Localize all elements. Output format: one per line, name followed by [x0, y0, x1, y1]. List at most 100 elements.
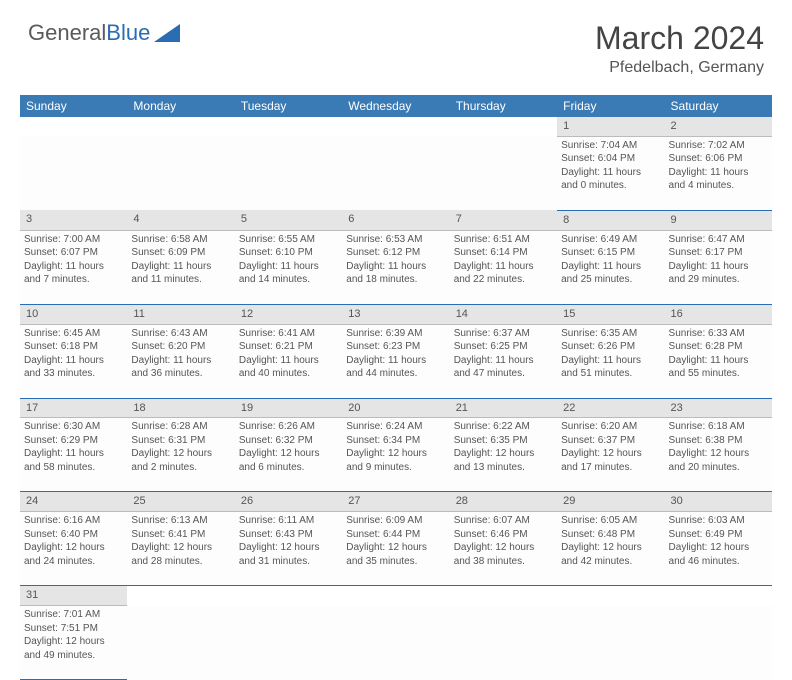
sunrise-line: Sunrise: 6:58 AM [131, 233, 230, 247]
day-cell: Sunrise: 6:09 AMSunset: 6:44 PMDaylight:… [342, 512, 449, 586]
daynum-row: 31 [20, 586, 772, 606]
daylight-line-1: Daylight: 11 hours [131, 354, 230, 368]
daylight-line-1: Daylight: 12 hours [131, 541, 230, 555]
sunrise-line: Sunrise: 6:47 AM [669, 233, 768, 247]
sunrise-line: Sunrise: 6:53 AM [346, 233, 445, 247]
day-cell: Sunrise: 6:20 AMSunset: 6:37 PMDaylight:… [557, 418, 664, 492]
day-cell: Sunrise: 7:04 AMSunset: 6:04 PMDaylight:… [557, 136, 664, 210]
day-number-cell [235, 117, 342, 136]
day-number-cell [235, 586, 342, 606]
sunset-line: Sunset: 6:43 PM [239, 528, 338, 542]
daylight-line-2: and 42 minutes. [561, 555, 660, 569]
daylight-line-2: and 36 minutes. [131, 367, 230, 381]
day-number-cell: 2 [665, 117, 772, 136]
day-cell: Sunrise: 6:24 AMSunset: 6:34 PMDaylight:… [342, 418, 449, 492]
sunset-line: Sunset: 6:17 PM [669, 246, 768, 260]
daylight-line-2: and 14 minutes. [239, 273, 338, 287]
day-number-cell: 9 [665, 210, 772, 230]
daylight-line-1: Daylight: 12 hours [346, 541, 445, 555]
sunrise-line: Sunrise: 6:37 AM [454, 327, 553, 341]
day-cell [450, 606, 557, 680]
day-number-cell: 1 [557, 117, 664, 136]
location: Pfedelbach, Germany [595, 59, 764, 77]
day-number-cell: 16 [665, 304, 772, 324]
sunset-line: Sunset: 6:44 PM [346, 528, 445, 542]
day-number-cell: 24 [20, 492, 127, 512]
day-cell: Sunrise: 6:18 AMSunset: 6:38 PMDaylight:… [665, 418, 772, 492]
day-number-cell: 6 [342, 210, 449, 230]
sunrise-line: Sunrise: 6:05 AM [561, 514, 660, 528]
sunset-line: Sunset: 6:09 PM [131, 246, 230, 260]
day-cell: Sunrise: 6:51 AMSunset: 6:14 PMDaylight:… [450, 230, 557, 304]
sunrise-line: Sunrise: 6:41 AM [239, 327, 338, 341]
day-number-cell: 29 [557, 492, 664, 512]
day-number-cell: 17 [20, 398, 127, 418]
daylight-line-2: and 33 minutes. [24, 367, 123, 381]
daynum-row: 3456789 [20, 210, 772, 230]
sunrise-line: Sunrise: 6:35 AM [561, 327, 660, 341]
month-title: March 2024 [595, 20, 764, 57]
daylight-line-2: and 4 minutes. [669, 179, 768, 193]
day-cell: Sunrise: 6:26 AMSunset: 6:32 PMDaylight:… [235, 418, 342, 492]
sunset-line: Sunset: 6:49 PM [669, 528, 768, 542]
day-number-cell: 4 [127, 210, 234, 230]
day-number-cell: 26 [235, 492, 342, 512]
daylight-line-1: Daylight: 12 hours [669, 541, 768, 555]
calendar-table: Sunday Monday Tuesday Wednesday Thursday… [20, 95, 772, 680]
daylight-line-1: Daylight: 12 hours [239, 447, 338, 461]
sunrise-line: Sunrise: 6:30 AM [24, 420, 123, 434]
sunrise-line: Sunrise: 6:33 AM [669, 327, 768, 341]
daylight-line-1: Daylight: 12 hours [131, 447, 230, 461]
sunrise-line: Sunrise: 6:49 AM [561, 233, 660, 247]
day-cell [20, 136, 127, 210]
weekday-header: Sunday [20, 95, 127, 117]
daylight-line-2: and 25 minutes. [561, 273, 660, 287]
day-cell: Sunrise: 6:22 AMSunset: 6:35 PMDaylight:… [450, 418, 557, 492]
day-cell [235, 136, 342, 210]
day-cell: Sunrise: 6:07 AMSunset: 6:46 PMDaylight:… [450, 512, 557, 586]
day-cell: Sunrise: 6:58 AMSunset: 6:09 PMDaylight:… [127, 230, 234, 304]
day-cell: Sunrise: 6:55 AMSunset: 6:10 PMDaylight:… [235, 230, 342, 304]
day-number-cell: 10 [20, 304, 127, 324]
content-row: Sunrise: 6:45 AMSunset: 6:18 PMDaylight:… [20, 324, 772, 398]
day-cell: Sunrise: 6:13 AMSunset: 6:41 PMDaylight:… [127, 512, 234, 586]
daylight-line-1: Daylight: 11 hours [239, 260, 338, 274]
sunset-line: Sunset: 6:32 PM [239, 434, 338, 448]
content-row: Sunrise: 6:16 AMSunset: 6:40 PMDaylight:… [20, 512, 772, 586]
header: GeneralBlue March 2024 Pfedelbach, Germa… [0, 0, 792, 87]
daynum-row: 24252627282930 [20, 492, 772, 512]
weekday-header-row: Sunday Monday Tuesday Wednesday Thursday… [20, 95, 772, 117]
day-cell: Sunrise: 6:28 AMSunset: 6:31 PMDaylight:… [127, 418, 234, 492]
content-row: Sunrise: 7:00 AMSunset: 6:07 PMDaylight:… [20, 230, 772, 304]
day-number-cell: 23 [665, 398, 772, 418]
daylight-line-1: Daylight: 11 hours [131, 260, 230, 274]
daylight-line-2: and 2 minutes. [131, 461, 230, 475]
daylight-line-1: Daylight: 12 hours [561, 447, 660, 461]
sunrise-line: Sunrise: 6:45 AM [24, 327, 123, 341]
sunset-line: Sunset: 6:28 PM [669, 340, 768, 354]
day-number-cell: 5 [235, 210, 342, 230]
day-cell: Sunrise: 7:01 AMSunset: 7:51 PMDaylight:… [20, 606, 127, 680]
sunrise-line: Sunrise: 6:55 AM [239, 233, 338, 247]
day-cell: Sunrise: 6:39 AMSunset: 6:23 PMDaylight:… [342, 324, 449, 398]
day-number-cell [20, 117, 127, 136]
day-number-cell [127, 586, 234, 606]
sunrise-line: Sunrise: 7:00 AM [24, 233, 123, 247]
weekday-header: Wednesday [342, 95, 449, 117]
daylight-line-1: Daylight: 11 hours [24, 354, 123, 368]
day-number-cell: 15 [557, 304, 664, 324]
day-cell: Sunrise: 6:47 AMSunset: 6:17 PMDaylight:… [665, 230, 772, 304]
sunset-line: Sunset: 6:29 PM [24, 434, 123, 448]
daylight-line-2: and 58 minutes. [24, 461, 123, 475]
daylight-line-2: and 6 minutes. [239, 461, 338, 475]
daylight-line-2: and 11 minutes. [131, 273, 230, 287]
day-cell: Sunrise: 7:00 AMSunset: 6:07 PMDaylight:… [20, 230, 127, 304]
sunrise-line: Sunrise: 6:20 AM [561, 420, 660, 434]
daylight-line-1: Daylight: 11 hours [561, 260, 660, 274]
sunset-line: Sunset: 6:20 PM [131, 340, 230, 354]
daylight-line-2: and 22 minutes. [454, 273, 553, 287]
day-number-cell: 30 [665, 492, 772, 512]
day-number-cell: 19 [235, 398, 342, 418]
daylight-line-2: and 20 minutes. [669, 461, 768, 475]
daynum-row: 12 [20, 117, 772, 136]
